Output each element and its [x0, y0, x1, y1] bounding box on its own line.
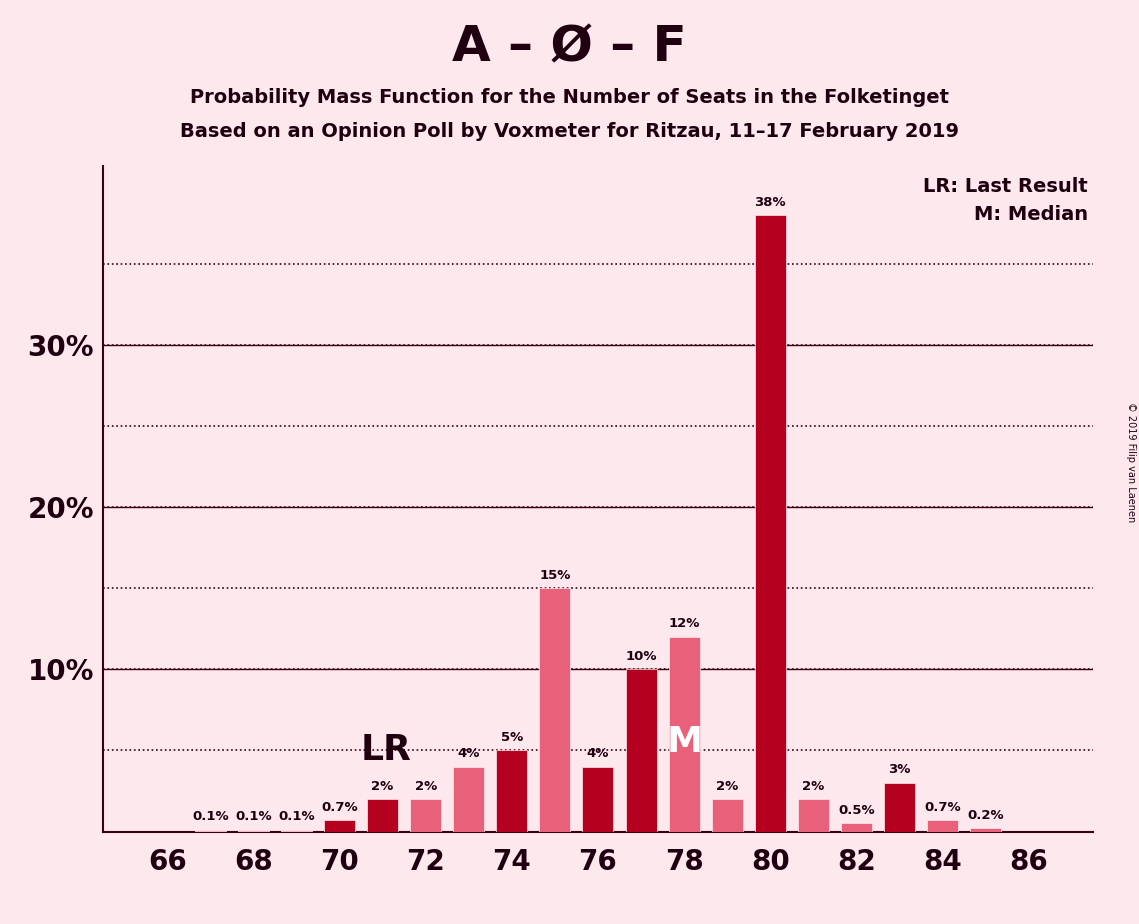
Bar	[927, 821, 958, 832]
Bar	[281, 830, 312, 832]
Text: LR: LR	[361, 734, 412, 768]
Text: 15%: 15%	[539, 568, 571, 582]
Text: M: Median: M: Median	[974, 205, 1088, 225]
Text: Based on an Opinion Poll by Voxmeter for Ritzau, 11–17 February 2019: Based on an Opinion Poll by Voxmeter for…	[180, 122, 959, 141]
Text: Probability Mass Function for the Number of Seats in the Folketinget: Probability Mass Function for the Number…	[190, 88, 949, 107]
Text: 2%: 2%	[716, 780, 738, 793]
Text: 0.5%: 0.5%	[838, 804, 875, 817]
Text: A – Ø – F: A – Ø – F	[452, 23, 687, 71]
Bar	[367, 799, 398, 832]
Bar	[497, 750, 527, 832]
Text: 2%: 2%	[415, 780, 436, 793]
Text: 0.7%: 0.7%	[925, 801, 961, 814]
Text: 10%: 10%	[625, 650, 657, 663]
Text: M: M	[666, 725, 702, 760]
Text: 4%: 4%	[458, 748, 480, 760]
Bar	[195, 830, 226, 832]
Text: 0.1%: 0.1%	[278, 810, 314, 823]
Text: 2%: 2%	[371, 780, 394, 793]
Text: 5%: 5%	[501, 731, 523, 744]
Text: 12%: 12%	[669, 617, 699, 630]
Text: © 2019 Filip van Laenen: © 2019 Filip van Laenen	[1126, 402, 1136, 522]
Bar	[625, 669, 656, 832]
Bar	[884, 783, 915, 832]
Bar	[323, 821, 355, 832]
Bar	[410, 799, 441, 832]
Text: 38%: 38%	[754, 196, 786, 209]
Text: 0.2%: 0.2%	[967, 808, 1005, 821]
Bar	[453, 767, 484, 832]
Text: 4%: 4%	[587, 748, 609, 760]
Text: 0.1%: 0.1%	[235, 810, 271, 823]
Text: 3%: 3%	[888, 763, 911, 776]
Text: 0.1%: 0.1%	[191, 810, 229, 823]
Text: LR: Last Result: LR: Last Result	[923, 177, 1088, 197]
Bar	[238, 830, 269, 832]
Bar	[755, 215, 786, 832]
Bar	[712, 799, 743, 832]
Bar	[970, 828, 1001, 832]
Bar	[798, 799, 829, 832]
Text: 2%: 2%	[802, 780, 825, 793]
Bar	[841, 823, 872, 832]
Text: 0.7%: 0.7%	[321, 801, 358, 814]
Bar	[669, 637, 699, 832]
Bar	[582, 767, 614, 832]
Bar	[540, 589, 571, 832]
